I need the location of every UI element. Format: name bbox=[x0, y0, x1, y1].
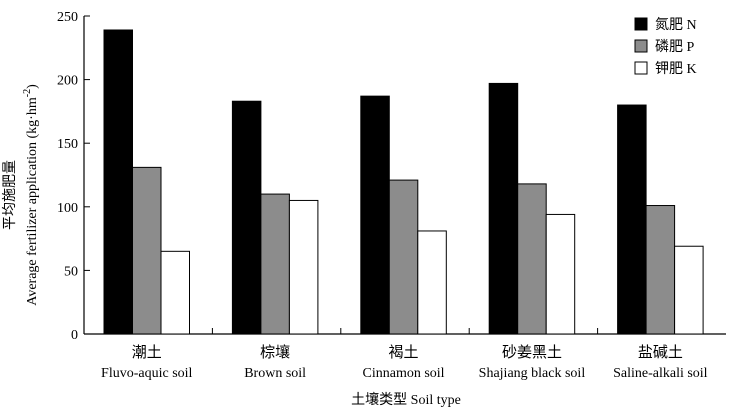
bar-n bbox=[360, 95, 390, 335]
x-tick-label: Shajiang black soil bbox=[479, 366, 586, 381]
legend-swatch bbox=[634, 39, 648, 53]
legend-swatch bbox=[634, 17, 648, 31]
bar-n bbox=[231, 100, 262, 335]
bar-p bbox=[388, 179, 419, 335]
bar-n bbox=[488, 82, 519, 335]
bar-k bbox=[160, 250, 190, 335]
y-tick-label: 250 bbox=[57, 10, 78, 25]
bar-k bbox=[674, 245, 704, 335]
legend: 氮肥 N 磷肥 P 钾肥 K bbox=[634, 17, 697, 77]
y-tick-label: 200 bbox=[57, 74, 78, 89]
bar-n bbox=[617, 104, 647, 335]
bar-p bbox=[260, 193, 290, 335]
y-tick-label: 0 bbox=[71, 328, 78, 343]
bar-p bbox=[517, 183, 547, 335]
x-tick-label: Fluvo-aquic soil bbox=[101, 366, 192, 381]
bar-n bbox=[103, 29, 133, 335]
x-tick-label-cn: 褐土 bbox=[389, 344, 419, 361]
legend-swatch bbox=[634, 61, 648, 75]
y-tick-label: 50 bbox=[64, 264, 78, 279]
x-tick-label: Cinnamon soil bbox=[363, 366, 445, 381]
bar-k bbox=[417, 230, 447, 335]
legend-label: 磷肥 P bbox=[655, 39, 694, 55]
x-axis-title: 土壤类型 Soil type bbox=[351, 391, 461, 408]
x-tick-label-cn: 潮土 bbox=[132, 344, 162, 361]
bar-p bbox=[645, 205, 676, 335]
y-tick-label: 150 bbox=[57, 137, 78, 152]
y-tick-label: 100 bbox=[57, 201, 78, 216]
plot-area: 0 50 100 150 200 250 潮土 Fluvo-aquic soil 棕壤 Brown… bbox=[57, 10, 726, 381]
y-axis-title-cn: 平均施肥量 bbox=[2, 160, 18, 230]
legend-label: 氮肥 N bbox=[655, 17, 697, 33]
x-tick-label-cn: 盐碱土 bbox=[638, 344, 683, 361]
legend-label: 钾肥 K bbox=[655, 61, 697, 77]
y-axis-title-en: Average fertilizer application (kg·hm-2) bbox=[22, 84, 40, 306]
x-tick-label: Brown soil bbox=[244, 366, 306, 381]
bar-k bbox=[545, 213, 576, 335]
x-tick-label: Saline-alkali soil bbox=[613, 366, 708, 381]
bar-k bbox=[288, 199, 319, 335]
x-tick-label-cn: 砂姜黑土 bbox=[502, 344, 562, 361]
y-axis-title: 平均施肥量 Average fertilizer application (kg… bbox=[2, 84, 40, 306]
bar-p bbox=[132, 166, 162, 335]
x-tick-label-cn: 棕壤 bbox=[260, 343, 290, 361]
